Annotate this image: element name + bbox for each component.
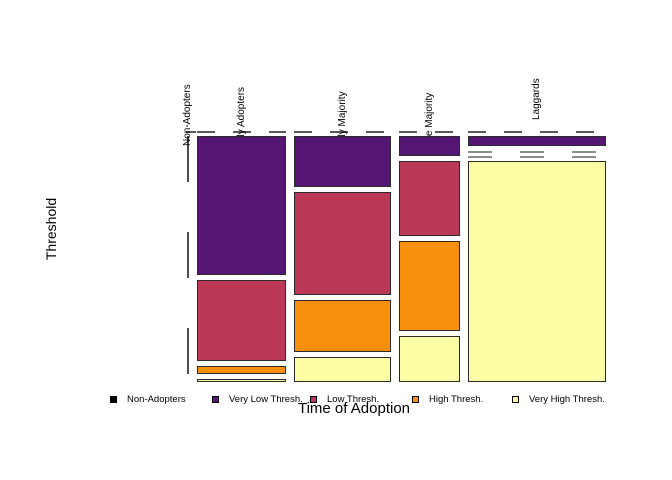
mosaic-cell [399, 241, 460, 331]
mosaic-cell [294, 300, 391, 352]
mosaic-cell [294, 136, 391, 187]
zero-cell-dash [197, 131, 286, 133]
mosaic-cell [197, 280, 286, 361]
mosaic-cell [294, 357, 391, 382]
mosaic-cell [197, 366, 286, 374]
legend-swatch [212, 396, 219, 403]
mosaic-cell [399, 136, 460, 156]
zero-cell-dash [294, 131, 391, 133]
x-axis-label: Laggards [531, 78, 542, 120]
plot-area: Non-Adopters Early Adopters Early Majority… [182, 78, 606, 382]
mosaic-cell [399, 161, 460, 236]
zero-cell-dash [186, 131, 196, 133]
mosaic-cell [197, 379, 286, 382]
legend-label: Non-Adopters [127, 394, 186, 405]
legend-label: High Thresh. [429, 394, 484, 405]
mosaic-cell [468, 161, 606, 382]
mosaic-cell [399, 336, 460, 382]
mosaic-cell [294, 192, 391, 295]
legend-label: Very High Thresh. [529, 394, 605, 405]
zero-cell-dash [468, 156, 606, 158]
y-axis-title: Threshold [43, 197, 59, 261]
legend-swatch [110, 396, 117, 403]
x-axis-label: Non-Adopters [181, 84, 193, 146]
x-axis-title: Time of Adoption [297, 400, 411, 417]
legend-label: Very Low Thresh. [229, 394, 303, 405]
legend-swatch [412, 396, 419, 403]
zero-cell-dash [468, 131, 606, 133]
zero-width-column-line [187, 136, 189, 378]
mosaic-cell [197, 136, 286, 275]
mosaic-cell [468, 136, 606, 146]
zero-cell-dash [399, 131, 460, 133]
legend-swatch [512, 396, 519, 403]
zero-cell-dash [468, 151, 606, 153]
